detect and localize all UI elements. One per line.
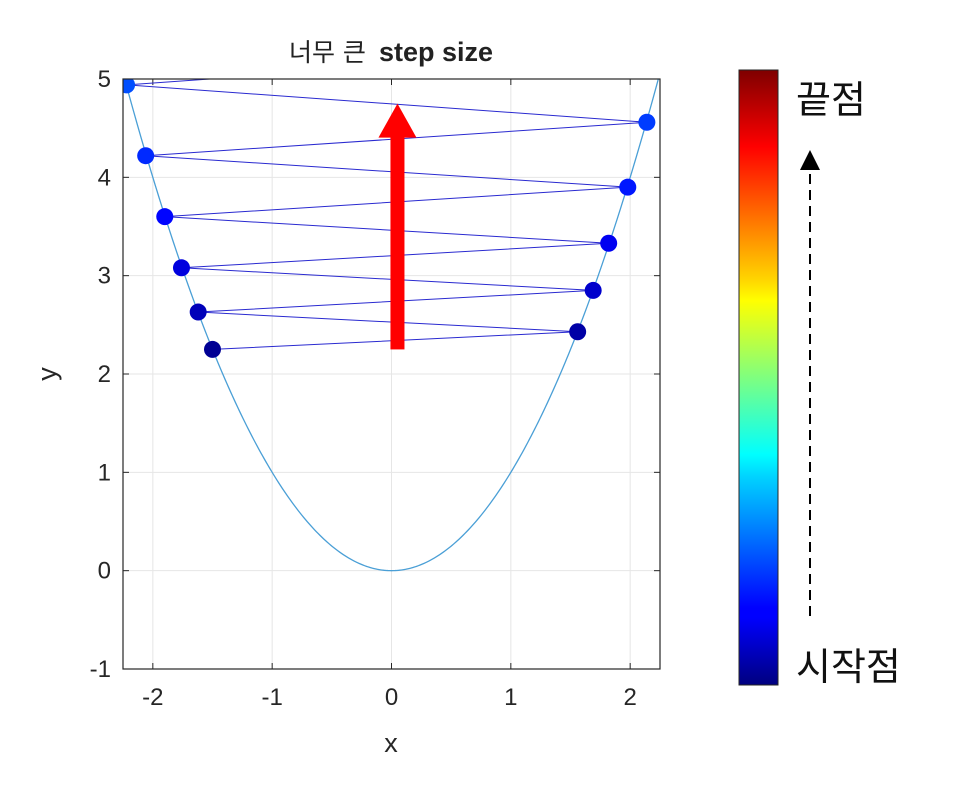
chart-title: 너무 큰 step size: [289, 37, 493, 67]
colorbar-top-label: 끝점: [796, 78, 866, 122]
y-tick-label: 4: [98, 164, 111, 191]
descent-point: [600, 234, 618, 252]
descent-point: [156, 208, 174, 226]
x-tick-label: 0: [385, 684, 398, 711]
arrow-shaft: [390, 135, 405, 350]
descent-point: [123, 79, 136, 94]
chart-title-korean: 너무 큰: [289, 38, 366, 67]
y-tick-label: 1: [98, 459, 111, 486]
tick-labels: -2 -1 0 1 2 -1 0 1 2 3 4 5: [90, 66, 637, 711]
descent-path: [126, 79, 647, 350]
descent-point: [189, 303, 207, 321]
descent-point: [584, 281, 602, 299]
y-axis-label: y: [32, 367, 62, 381]
x-tick-label: 1: [504, 684, 517, 711]
x-axis-label: x: [384, 728, 398, 758]
y-tick-label: 5: [98, 66, 111, 93]
descent-point: [659, 38, 676, 55]
x-tick-label: -1: [261, 684, 282, 711]
descent-point: [204, 340, 221, 358]
y-tick-label: 2: [98, 361, 111, 388]
y-tick-label: -1: [90, 656, 111, 683]
descent-points: [123, 38, 676, 358]
descent-point: [172, 259, 190, 277]
x-tick-label: -2: [142, 684, 163, 711]
colorbar-bottom-label: 시작점: [796, 645, 901, 689]
y-tick-label: 3: [98, 263, 111, 290]
colorbar: [738, 69, 779, 686]
chart-title-english: step size: [379, 37, 493, 67]
descent-point: [137, 147, 155, 165]
descent-point: [619, 178, 637, 196]
direction-arrow: [378, 103, 417, 350]
descent-point: [569, 323, 587, 341]
x-tick-label: 2: [623, 684, 636, 711]
y-tick-label: 0: [98, 558, 111, 585]
descent-point: [638, 113, 656, 131]
plot-frame: [122, 78, 661, 670]
arrow-head: [378, 103, 417, 138]
